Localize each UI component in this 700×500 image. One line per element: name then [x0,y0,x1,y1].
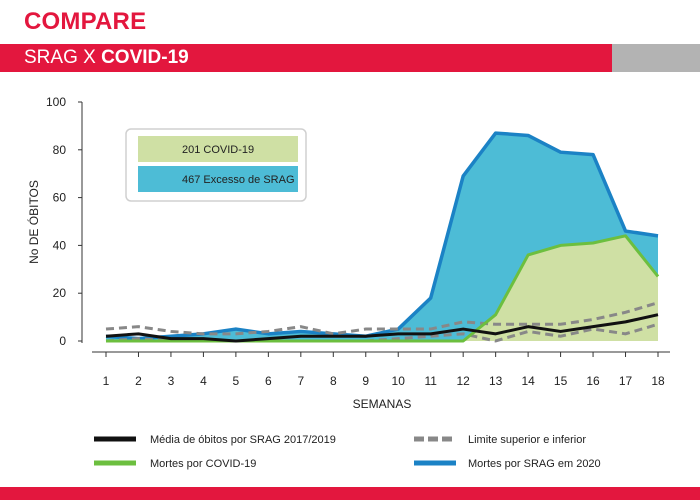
bottom-bar [0,487,700,500]
x-tick-label: 14 [521,374,535,388]
subtitle-bar-accent [612,44,700,72]
y-axis-label: No DE ÓBITOS [26,180,41,264]
annotation-label: 467 Excesso de SRAG [182,174,295,186]
x-tick-label: 8 [330,374,337,388]
x-tick-label: 11 [424,374,437,388]
annotation-label: 201 COVID-19 [182,144,254,156]
y-tick-label: 20 [53,286,67,300]
x-tick-label: 2 [135,374,142,388]
x-tick-label: 6 [265,374,272,388]
x-tick-label: 16 [586,374,600,388]
y-tick-label: 80 [53,143,67,157]
x-tick-label: 1 [103,374,110,388]
x-tick-label: 10 [392,374,406,388]
page-title: COMPARE [24,8,147,35]
annotation-swatch [138,136,298,162]
annotation-swatch [138,166,298,192]
average-line [105,313,659,343]
x-tick-label: 3 [168,374,175,388]
x-tick-label: 12 [456,374,470,388]
y-tick-label: 60 [53,191,67,205]
subtitle: SRAG X COVID-19 [24,47,189,69]
legend-label: Limite superior e inferior [468,434,586,446]
x-tick-label: 5 [233,374,240,388]
legend-label: Mortes por SRAG em 2020 [468,458,601,470]
x-tick-label: 18 [651,374,665,388]
x-tick-label: 7 [297,374,304,388]
y-tick-label: 100 [46,95,66,109]
x-tick-label: 4 [200,374,207,388]
subtitle-part1: SRAG X [24,47,102,68]
subtitle-part2: COVID-19 [101,47,189,68]
x-tick-label: 13 [489,374,503,388]
subtitle-bar [0,44,612,72]
y-tick-label: 40 [53,238,67,252]
legend-label: Mortes por COVID-19 [150,458,256,470]
x-tick-label: 15 [554,374,568,388]
legend-label: Média de óbitos por SRAG 2017/2019 [150,434,336,446]
upper-limit-line [105,301,659,336]
covid-area [106,235,658,341]
x-tick-label: 9 [362,374,369,388]
x-tick-label: 17 [619,374,633,388]
covid-line [106,234,660,343]
x-axis-label: SEMANAS [353,397,412,411]
y-tick-label: 0 [59,334,66,348]
